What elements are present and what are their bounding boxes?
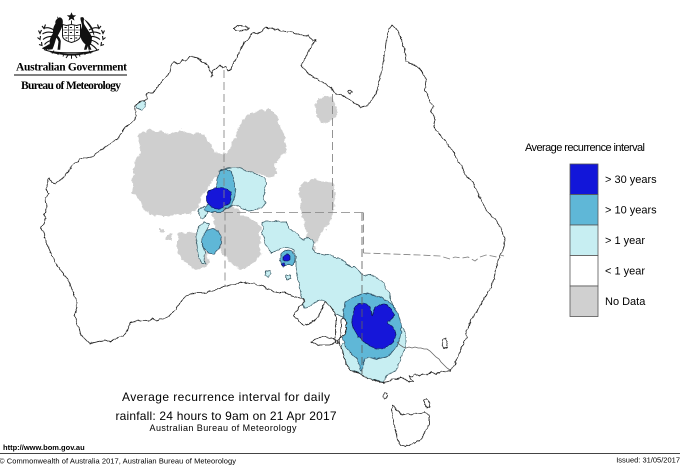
svg-text:No Data: No Data xyxy=(605,296,646,308)
svg-text:http://www.bom.gov.au: http://www.bom.gov.au xyxy=(3,443,85,452)
svg-text:Issued: 31/05/2017: Issued: 31/05/2017 xyxy=(616,456,680,465)
svg-text:Australian Government: Australian Government xyxy=(16,62,127,74)
svg-text:Average recurrence interval fo: Average recurrence interval for daily xyxy=(122,390,330,404)
svg-text:> 10 years: > 10 years xyxy=(605,205,657,217)
svg-text:Average recurrence interval: Average recurrence interval xyxy=(525,142,645,154)
svg-text:> 1 year: > 1 year xyxy=(605,235,645,247)
svg-text:rainfall: 24 hours to 9am on 2: rainfall: 24 hours to 9am on 21 Apr 2017 xyxy=(116,409,337,423)
svg-text:> 30 years: > 30 years xyxy=(605,174,657,186)
svg-text:Bureau of Meteorology: Bureau of Meteorology xyxy=(21,80,121,92)
svg-text:< 1 year: < 1 year xyxy=(605,266,645,278)
svg-text:© Commonwealth of Australia 20: © Commonwealth of Australia 2017, Austra… xyxy=(0,457,236,466)
svg-text:Australian Bureau of Meteorolo: Australian Bureau of Meteorology xyxy=(150,423,298,433)
